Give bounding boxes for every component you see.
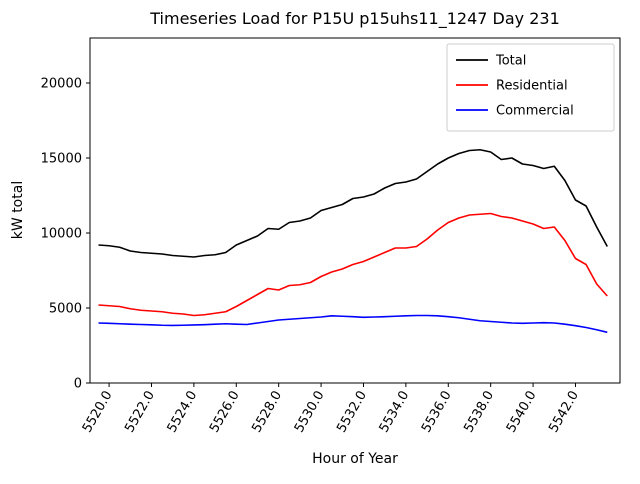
series-line-commercial <box>98 314 608 334</box>
legend-label-residential: Residential <box>496 79 568 94</box>
y-axis-ticks: 0 5000 10000 15000 20000 <box>41 77 90 392</box>
legend-label-commercial: Commercial <box>496 104 574 119</box>
axes-frame <box>89 37 621 384</box>
y-tick-label: 20000 <box>41 77 82 92</box>
series-line-total <box>98 148 608 258</box>
y-tick-label: 10000 <box>41 227 82 242</box>
x-axis-label: Hour of Year <box>312 451 398 467</box>
legend: Total Residential Commercial <box>446 43 615 132</box>
series-line-residential <box>98 212 608 317</box>
y-tick-label: 5000 <box>49 302 82 317</box>
series-lines <box>98 148 608 334</box>
y-tick-label: 0 <box>74 377 82 392</box>
chart-title: Timeseries Load for P15U p15uhs11_1247 D… <box>149 9 560 29</box>
legend-box <box>446 43 615 132</box>
y-tick-label: 15000 <box>41 152 82 167</box>
legend-label-total: Total <box>495 54 526 69</box>
y-axis-label: kW total <box>10 181 26 239</box>
